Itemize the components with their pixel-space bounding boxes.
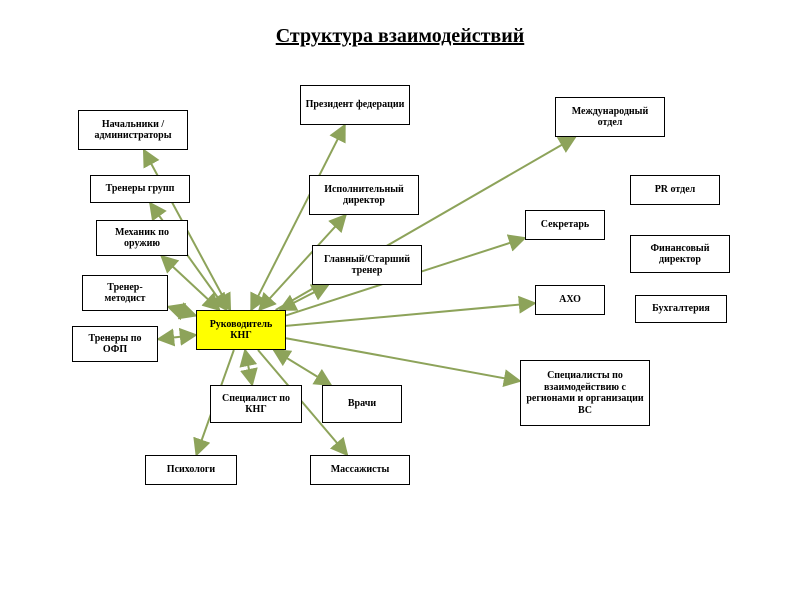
edge-hub-regiony <box>286 338 520 381</box>
edge-hub-aho <box>286 303 535 326</box>
node-buh: Бухгалтерия <box>635 295 727 323</box>
diagram-title: Структура взаимодействий <box>0 25 800 48</box>
node-prezident: Президент федерации <box>300 85 410 125</box>
edge-hub-metodist <box>168 307 196 316</box>
node-ispol: Исполнительный директор <box>309 175 419 215</box>
edge-hub-ofp <box>158 335 196 339</box>
node-mezhdunar: Международный отдел <box>555 97 665 137</box>
node-nachalniki: Начальники / администраторы <box>78 110 188 150</box>
node-massage: Массажисты <box>310 455 410 485</box>
edge-hub-glavtren <box>280 285 328 310</box>
node-findir: Финансовый директор <box>630 235 730 273</box>
node-trenery_grupp: Тренеры групп <box>90 175 190 203</box>
node-ofp: Тренеры по ОФП <box>72 326 158 362</box>
node-pr: PR отдел <box>630 175 720 205</box>
node-psihologi: Психологи <box>145 455 237 485</box>
node-regiony: Специалисты по взаимодействию с регионам… <box>520 360 650 426</box>
edge-hub-spec_kng <box>245 350 252 385</box>
edge-hub-mehanik <box>161 256 219 310</box>
node-spec_kng: Специалист по КНГ <box>210 385 302 423</box>
node-glavtren: Главный/Старший тренер <box>312 245 422 285</box>
node-aho: АХО <box>535 285 605 315</box>
node-mehanik: Механик по оружию <box>96 220 188 256</box>
node-hub: Руководитель КНГ <box>196 310 286 350</box>
edge-hub-vrachi <box>274 350 331 385</box>
node-vrachi: Врачи <box>322 385 402 423</box>
node-metodist: Тренер-методист <box>82 275 168 311</box>
node-sekretar: Секретарь <box>525 210 605 240</box>
